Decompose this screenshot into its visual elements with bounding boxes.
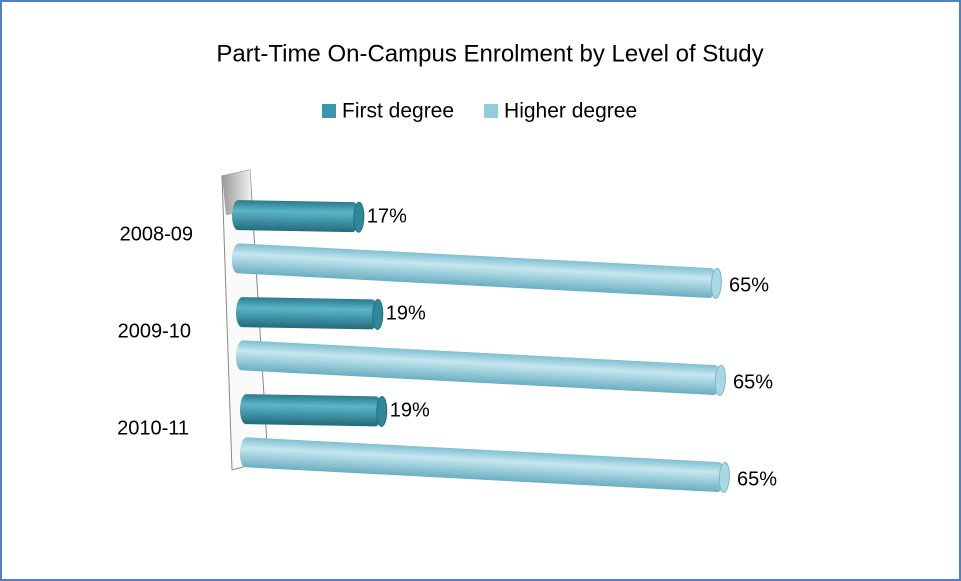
cylinder [231, 243, 722, 299]
value-label: 65% [733, 372, 773, 394]
bar-cap [353, 201, 365, 233]
bar [239, 394, 382, 427]
legend-swatch [484, 104, 499, 118]
cylinder [235, 297, 384, 330]
bar [231, 243, 717, 299]
value-label: 17% [367, 205, 407, 227]
bar-cap [372, 298, 384, 330]
bar-cap [714, 364, 726, 396]
bar-cap [710, 267, 722, 299]
bar [231, 200, 359, 233]
bar [239, 437, 725, 493]
bar-cap [718, 461, 730, 493]
category-label: 2009-10 [118, 320, 191, 342]
value-label: 65% [737, 469, 777, 491]
cylinder [231, 200, 365, 233]
legend-swatch [322, 104, 336, 118]
legend-label: First degree [342, 100, 454, 123]
category-label: 2008-09 [120, 223, 193, 245]
bar [235, 340, 721, 396]
cylinder [239, 394, 388, 427]
bar-cap [376, 395, 388, 427]
legend-label: Higher degree [504, 100, 637, 123]
bar [235, 297, 378, 330]
cylinder [235, 340, 726, 396]
category-label: 2010-11 [117, 417, 189, 439]
chart-title: Part-Time On-Campus Enrolment by Level o… [216, 40, 763, 67]
cylinder [239, 437, 730, 493]
value-label: 19% [390, 399, 430, 421]
value-label: 19% [386, 302, 426, 324]
value-label: 65% [729, 275, 769, 297]
